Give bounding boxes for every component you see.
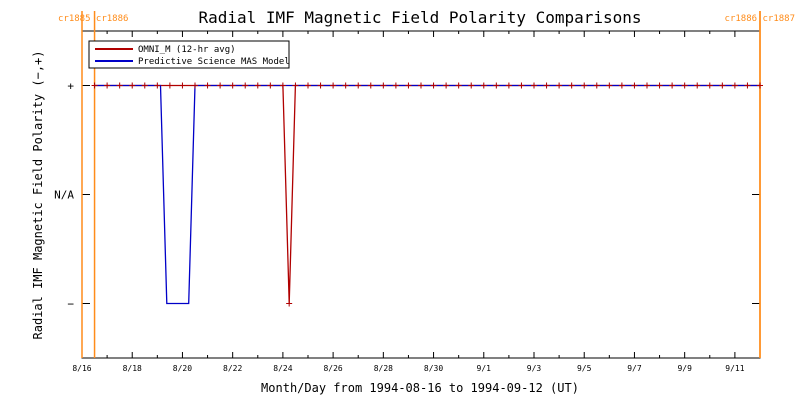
omni-marker [279, 82, 286, 89]
y-axis-label: Radial IMF Magnetic Field Polarity (−,+) [31, 51, 45, 340]
plot-frame [81, 30, 761, 359]
omni-marker [355, 82, 362, 89]
omni-marker [229, 82, 236, 89]
omni-marker [305, 82, 311, 89]
omni-marker [405, 82, 412, 89]
x-tick-label: 8/26 [323, 364, 342, 373]
omni-marker [606, 82, 613, 89]
omni-marker [192, 82, 198, 89]
omni-marker [418, 82, 424, 89]
omni-marker [744, 82, 751, 89]
x-tick-label: 9/3 [527, 364, 542, 373]
omni-marker [104, 82, 111, 89]
omni-marker [330, 82, 337, 89]
series-line-mas [94, 84, 760, 305]
omni-marker [217, 82, 224, 89]
omni-marker [317, 82, 324, 89]
omni-marker [129, 82, 136, 89]
omni-marker [443, 82, 450, 89]
omni-marker [694, 82, 701, 89]
legend-label-omni: OMNI_M (12-hr avg) [138, 45, 236, 55]
omni-marker [242, 82, 249, 89]
legend-box [88, 40, 290, 69]
x-tick-label: 8/16 [72, 364, 91, 373]
x-tick-label: 8/24 [273, 364, 292, 373]
omni-marker [204, 82, 211, 89]
omni-marker [656, 82, 663, 89]
omni-marker [581, 82, 588, 89]
omni-marker [91, 82, 98, 89]
carrington-label-right: cr1886 cr1887 [725, 14, 795, 24]
omni-marker [116, 82, 123, 89]
omni-marker [644, 82, 650, 89]
y-tick-label: N/A [54, 189, 74, 202]
x-axis-label: Month/Day from 1994-08-16 to 1994-09-12 … [261, 381, 579, 395]
omni-marker [267, 82, 274, 89]
x-tick-label: 8/28 [374, 364, 393, 373]
x-tick-label: 9/11 [725, 364, 744, 373]
x-tick-label: 8/20 [173, 364, 192, 373]
x-tick-label: 8/22 [223, 364, 242, 373]
y-tick-label: − [67, 298, 74, 311]
omni-marker [543, 82, 550, 89]
omni-marker [342, 82, 349, 89]
omni-marker [430, 82, 437, 89]
x-tick-label: 9/7 [627, 364, 642, 373]
omni-marker [731, 82, 738, 89]
omni-marker [455, 82, 462, 89]
omni-marker [719, 82, 726, 89]
omni-marker [380, 82, 387, 89]
omni-marker [141, 82, 148, 89]
omni-marker [154, 82, 161, 89]
omni-marker [286, 300, 293, 307]
x-tick-label: 8/18 [123, 364, 142, 373]
omni-marker [254, 82, 261, 89]
omni-marker [669, 82, 676, 89]
omni-marker [556, 82, 563, 89]
x-tick-label: 9/9 [677, 364, 692, 373]
chart-title: Radial IMF Magnetic Field Polarity Compa… [198, 8, 641, 27]
x-tick-label: 9/1 [477, 364, 492, 373]
omni-marker [706, 82, 713, 89]
legend-label-mas: Predictive Science MAS Model [138, 57, 290, 67]
omni-marker [493, 82, 500, 89]
omni-marker [166, 82, 173, 89]
omni-marker [505, 82, 512, 89]
omni-marker [292, 82, 299, 89]
omni-marker [531, 82, 537, 89]
x-tick-label: 8/30 [424, 364, 443, 373]
omni-marker [757, 82, 763, 89]
omni-marker [631, 82, 638, 89]
omni-marker [518, 82, 525, 89]
omni-marker [367, 82, 374, 89]
omni-marker [618, 82, 625, 89]
y-tick-label: + [67, 80, 74, 93]
x-tick-label: 9/5 [577, 364, 592, 373]
omni-marker [681, 82, 688, 89]
omni-marker [468, 82, 475, 89]
carrington-label-left: cr1885 cr1886 [58, 14, 128, 24]
omni-marker [179, 82, 186, 89]
omni-marker [392, 82, 399, 89]
omni-marker [593, 82, 600, 89]
omni-marker [568, 82, 575, 89]
omni-marker [480, 82, 487, 89]
